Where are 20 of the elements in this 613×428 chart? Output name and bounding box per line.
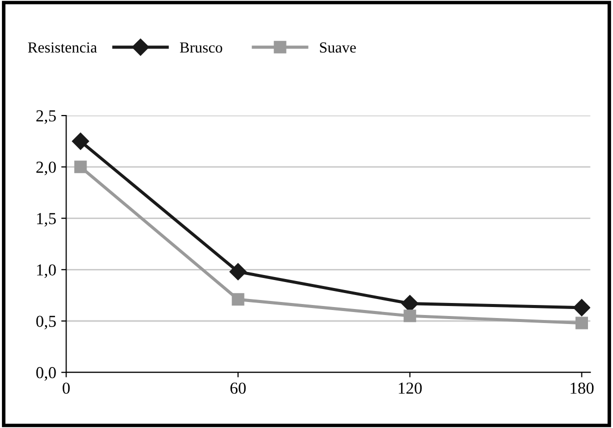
- y-tick-label: 2,5: [36, 110, 56, 124]
- x-tick-label: 120: [398, 382, 422, 394]
- point: [404, 310, 416, 322]
- y-tick-label: 2,0: [36, 162, 56, 176]
- legend-title: Resistencia: [28, 42, 97, 53]
- x-tick-label: 60: [230, 382, 246, 394]
- point: [573, 299, 590, 316]
- y-tick-label: 1,5: [37, 213, 56, 227]
- x-tick-label: 0: [62, 382, 70, 394]
- legend-label: Suave: [320, 42, 356, 53]
- point: [229, 263, 247, 280]
- y-tick-label: 0,5: [36, 316, 56, 330]
- point: [72, 132, 90, 150]
- point: [74, 160, 87, 174]
- legend-label: Brusco: [180, 42, 222, 53]
- point: [575, 316, 588, 330]
- x-tick-label: 180: [570, 382, 594, 394]
- point: [232, 293, 244, 306]
- y-tick-label: 1,0: [37, 264, 56, 278]
- y-tick-label: 0,0: [36, 367, 56, 381]
